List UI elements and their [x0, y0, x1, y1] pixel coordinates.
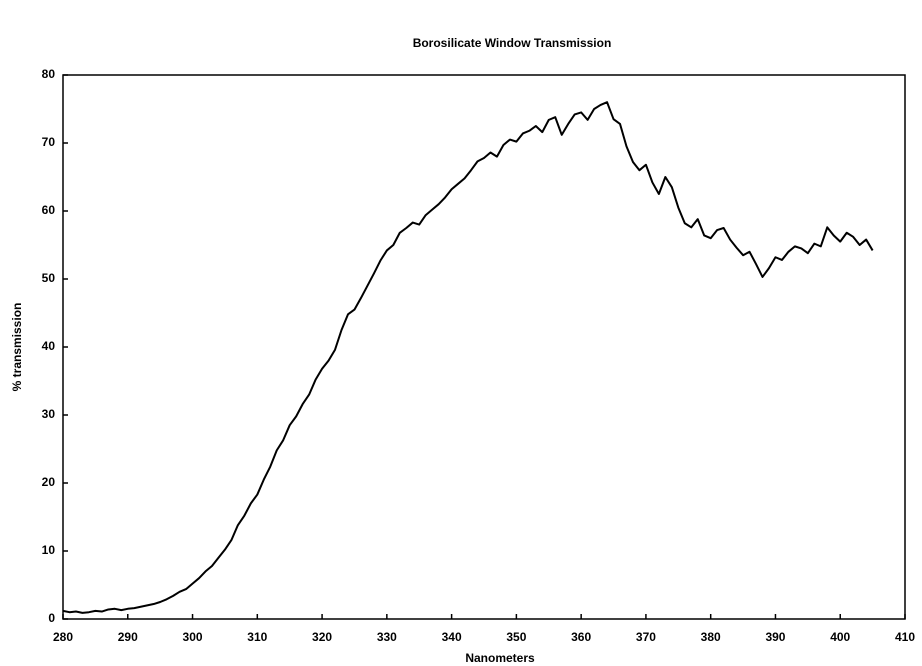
x-tick-label: 290 — [118, 630, 138, 644]
y-tick-label: 60 — [42, 203, 56, 217]
y-tick-label: 70 — [42, 135, 56, 149]
x-tick-label: 370 — [636, 630, 656, 644]
x-tick-label: 340 — [442, 630, 462, 644]
x-tick-label: 320 — [312, 630, 332, 644]
x-tick-label: 350 — [506, 630, 526, 644]
y-tick-label: 20 — [42, 475, 56, 489]
x-tick-label: 360 — [571, 630, 591, 644]
x-tick-label: 380 — [701, 630, 721, 644]
x-axis-label: Nanometers — [465, 651, 535, 665]
x-tick-label: 390 — [765, 630, 785, 644]
x-tick-label: 310 — [247, 630, 267, 644]
y-tick-label: 50 — [42, 271, 56, 285]
y-tick-label: 80 — [42, 67, 56, 81]
x-tick-label: 280 — [53, 630, 73, 644]
y-axis-label: % transmission — [10, 303, 24, 392]
x-tick-label: 300 — [183, 630, 203, 644]
y-tick-label: 30 — [42, 407, 56, 421]
chart-title: Borosilicate Window Transmission — [413, 36, 612, 50]
plot-frame — [62, 74, 906, 620]
data-line — [62, 101, 874, 614]
x-tick-label: 410 — [895, 630, 915, 644]
x-tick-label: 330 — [377, 630, 397, 644]
y-tick-label: 10 — [42, 543, 56, 557]
x-tick-label: 400 — [830, 630, 850, 644]
y-tick-label: 40 — [42, 339, 56, 353]
y-tick-label: 0 — [48, 611, 55, 625]
